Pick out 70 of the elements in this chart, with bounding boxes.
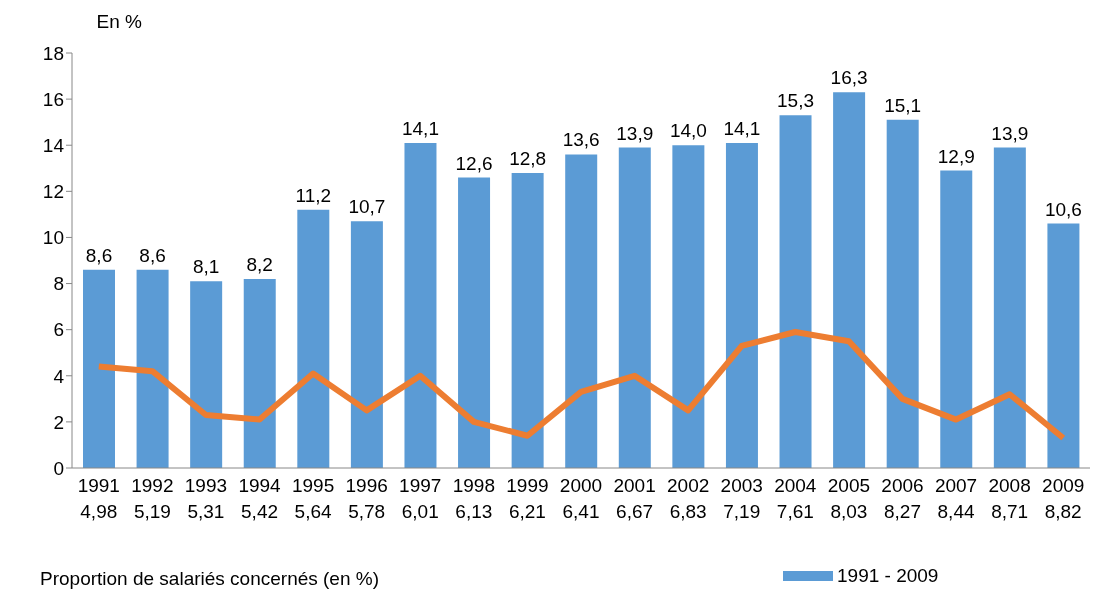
y-tick-label: 16 — [42, 88, 64, 110]
y-tick-label: 10 — [42, 227, 64, 249]
x-tick-label: 1997 6,01 — [399, 475, 442, 522]
x-tick-label: 1994 5,42 — [238, 475, 282, 522]
data-label: 12,8 — [509, 147, 547, 169]
data-label: 15,3 — [777, 90, 815, 112]
bar — [404, 142, 437, 468]
bar — [458, 177, 491, 468]
bar — [1047, 223, 1080, 468]
bar — [83, 269, 115, 468]
bar — [136, 269, 169, 468]
data-label: 16,3 — [830, 67, 868, 89]
data-label: 8,6 — [139, 244, 166, 266]
data-label: 10,6 — [1044, 198, 1082, 220]
x-tick-label: 1998 6,13 — [452, 475, 495, 522]
data-label: 14,1 — [401, 117, 439, 139]
x-tick-label: 1993 5,31 — [184, 475, 228, 522]
y-tick-label: 12 — [42, 181, 64, 203]
x-tick-label: 1995 5,64 — [291, 475, 335, 522]
data-label: 15,1 — [884, 94, 922, 116]
x-tick-label: 2002 6,83 — [667, 475, 710, 522]
bar — [618, 147, 651, 468]
bar — [779, 115, 812, 468]
y-tick-label: 18 — [42, 42, 64, 64]
data-label: 10,7 — [348, 196, 386, 218]
x-tick-label: 1992 5,19 — [131, 475, 174, 522]
x-tick-label: 2009 8,82 — [1042, 475, 1085, 522]
bar — [940, 170, 973, 468]
y-axis-title: En % — [96, 11, 143, 33]
data-label: 13,9 — [991, 122, 1029, 144]
data-label: 12,6 — [455, 152, 493, 174]
bar — [725, 142, 758, 468]
legend-label: 1991 - 2009 — [837, 565, 939, 587]
x-tick-label: 2007 8,44 — [934, 475, 978, 522]
y-tick-label: 8 — [53, 273, 64, 295]
data-label: 12,9 — [937, 145, 975, 167]
x-tick-label: 2006 8,27 — [881, 475, 924, 522]
x-tick-label: 2008 8,71 — [988, 475, 1031, 522]
bar — [511, 172, 544, 468]
x-tick-label: 2001 6,67 — [613, 475, 656, 522]
bar — [190, 281, 223, 468]
x-tick-label: 1996 5,78 — [345, 475, 388, 522]
y-tick-label: 6 — [53, 319, 64, 341]
bar — [886, 119, 919, 468]
y-tick-label: 14 — [42, 134, 65, 156]
data-label: 8,1 — [192, 256, 220, 278]
data-label: 14,1 — [723, 117, 761, 139]
bar — [993, 147, 1026, 468]
data-label: 8,6 — [85, 244, 113, 266]
x-tick-label: 2000 6,41 — [559, 475, 603, 522]
bar — [672, 145, 705, 468]
bar — [297, 209, 330, 468]
x-tick-label: 2004 7,61 — [774, 475, 817, 522]
x-tick-label: 2003 7,19 — [720, 475, 763, 522]
x-tick-label: 1991 4,98 — [77, 475, 120, 522]
y-tick-label: 4 — [53, 365, 65, 387]
data-label: 13,6 — [562, 129, 600, 151]
y-tick-label: 2 — [53, 411, 64, 433]
bar — [833, 92, 866, 468]
bar — [350, 221, 383, 468]
data-label: 14,0 — [669, 120, 707, 142]
x-tick-label: 2005 8,03 — [827, 475, 871, 522]
y-tick-label: 0 — [53, 457, 64, 479]
bar — [565, 154, 598, 468]
data-label: 11,2 — [295, 184, 332, 206]
data-label: 8,2 — [246, 253, 273, 275]
bar — [243, 278, 276, 468]
text: Proportion de salariés concernés (en %) — [40, 568, 380, 590]
data-label: 13,9 — [616, 122, 654, 144]
x-tick-label: 1999 6,21 — [506, 475, 549, 522]
